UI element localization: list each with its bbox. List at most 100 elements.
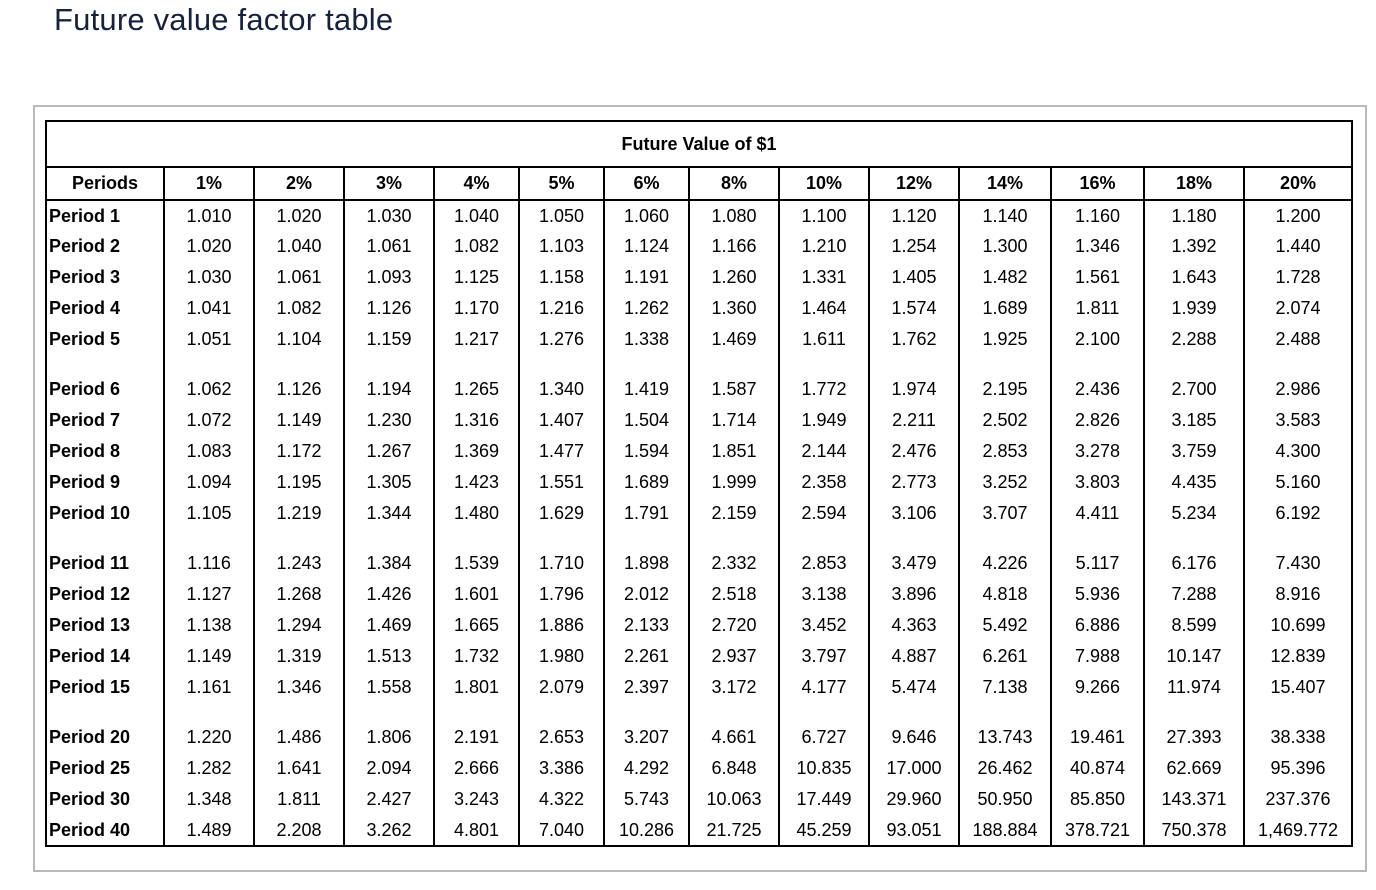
factor-cell: 29.960 bbox=[868, 784, 960, 815]
factor-cell: 1.369 bbox=[433, 436, 520, 467]
factor-cell: 4.411 bbox=[1050, 498, 1145, 529]
factor-cell: 1.974 bbox=[868, 374, 960, 405]
factor-cell: 1.276 bbox=[518, 324, 605, 355]
spacer-cell bbox=[518, 529, 605, 548]
factor-cell: 1.116 bbox=[163, 548, 255, 579]
factor-cell: 7.288 bbox=[1143, 579, 1245, 610]
factor-cell: 2.700 bbox=[1143, 374, 1245, 405]
factor-cell: 1.346 bbox=[1050, 231, 1145, 262]
factor-cell: 1.999 bbox=[688, 467, 780, 498]
factor-cell: 3.803 bbox=[1050, 467, 1145, 498]
factor-cell: 1.020 bbox=[253, 200, 345, 231]
factor-cell: 1.611 bbox=[778, 324, 870, 355]
row-label: Period 15 bbox=[45, 672, 165, 703]
factor-cell: 1.158 bbox=[518, 262, 605, 293]
factor-cell: 1.082 bbox=[433, 231, 520, 262]
factor-cell: 6.176 bbox=[1143, 548, 1245, 579]
factor-cell: 4.661 bbox=[688, 722, 780, 753]
spacer-cell bbox=[163, 529, 255, 548]
row-label: Period 30 bbox=[45, 784, 165, 815]
factor-cell: 2.594 bbox=[778, 498, 870, 529]
row-label: Period 5 bbox=[45, 324, 165, 355]
factor-cell: 2.211 bbox=[868, 405, 960, 436]
factor-cell: 6.886 bbox=[1050, 610, 1145, 641]
row-label: Period 2 bbox=[45, 231, 165, 262]
factor-cell: 62.669 bbox=[1143, 753, 1245, 784]
table-caption: Future Value of $1 bbox=[46, 121, 1352, 168]
factor-cell: 1.558 bbox=[343, 672, 435, 703]
factor-cell: 2.986 bbox=[1243, 374, 1353, 405]
column-header-8pct: 8% bbox=[688, 166, 780, 201]
factor-cell: 2.488 bbox=[1243, 324, 1353, 355]
column-header-5pct: 5% bbox=[518, 166, 605, 201]
factor-cell: 7.040 bbox=[518, 815, 605, 846]
factor-cell: 1.082 bbox=[253, 293, 345, 324]
row-label: Period 13 bbox=[45, 610, 165, 641]
factor-cell: 1.360 bbox=[688, 293, 780, 324]
factor-cell: 1.166 bbox=[688, 231, 780, 262]
factor-cell: 7.988 bbox=[1050, 641, 1145, 672]
factor-cell: 1.504 bbox=[603, 405, 690, 436]
table-row-period-12: Period 12 1.127 1.268 1.426 1.601 1.796 2.012 2… bbox=[45, 579, 1353, 610]
factor-cell: 1.265 bbox=[433, 374, 520, 405]
spacer-cell bbox=[958, 355, 1052, 374]
factor-cell: 26.462 bbox=[958, 753, 1052, 784]
factor-cell: 50.950 bbox=[958, 784, 1052, 815]
factor-cell: 10.063 bbox=[688, 784, 780, 815]
page-title: Future value factor table bbox=[54, 2, 394, 37]
factor-cell: 2.518 bbox=[688, 579, 780, 610]
factor-cell: 1.939 bbox=[1143, 293, 1245, 324]
table-row-period-30: Period 30 1.348 1.811 2.427 3.243 4.322 5.743 1… bbox=[45, 784, 1353, 815]
factor-cell: 2.826 bbox=[1050, 405, 1145, 436]
factor-cell: 17.000 bbox=[868, 753, 960, 784]
factor-cell: 1.126 bbox=[253, 374, 345, 405]
column-header-2pct: 2% bbox=[253, 166, 345, 201]
spacer-cell bbox=[1143, 529, 1245, 548]
factor-cell: 1.083 bbox=[163, 436, 255, 467]
factor-cell: 1.539 bbox=[433, 548, 520, 579]
table-row-period-40: Period 40 1.489 2.208 3.262 4.801 7.040 10.286… bbox=[45, 815, 1353, 846]
factor-cell: 1.305 bbox=[343, 467, 435, 498]
factor-cell: 1.513 bbox=[343, 641, 435, 672]
factor-cell: 2.094 bbox=[343, 753, 435, 784]
factor-cell: 2.358 bbox=[778, 467, 870, 498]
spacer-cell bbox=[253, 703, 345, 722]
factor-cell: 6.261 bbox=[958, 641, 1052, 672]
factor-cell: 1.561 bbox=[1050, 262, 1145, 293]
row-label: Period 20 bbox=[45, 722, 165, 753]
factor-cell: 1.060 bbox=[603, 200, 690, 231]
factor-cell: 2.436 bbox=[1050, 374, 1145, 405]
factor-cell: 1.440 bbox=[1243, 231, 1353, 262]
table-row-period-11: Period 11 1.116 1.243 1.384 1.539 1.710 1.898 2… bbox=[45, 548, 1353, 579]
factor-cell: 1.210 bbox=[778, 231, 870, 262]
factor-cell: 12.839 bbox=[1243, 641, 1353, 672]
factor-cell: 1.254 bbox=[868, 231, 960, 262]
factor-cell: 1.338 bbox=[603, 324, 690, 355]
factor-cell: 143.371 bbox=[1143, 784, 1245, 815]
row-label: Period 10 bbox=[45, 498, 165, 529]
spacer-cell bbox=[518, 703, 605, 722]
factor-cell: 1.316 bbox=[433, 405, 520, 436]
row-label: Period 3 bbox=[45, 262, 165, 293]
factor-cell: 1.120 bbox=[868, 200, 960, 231]
factor-cell: 5.936 bbox=[1050, 579, 1145, 610]
table-row-period-8: Period 8 1.083 1.172 1.267 1.369 1.477 1.594 1.… bbox=[45, 436, 1353, 467]
factor-cell: 1.405 bbox=[868, 262, 960, 293]
factor-cell: 3.479 bbox=[868, 548, 960, 579]
table-header-row: Periods 1% 2% 3% 4% 5% 6% 8% 10% 12% 14% 16% 18% 20% bbox=[45, 166, 1353, 201]
factor-cell: 1.126 bbox=[343, 293, 435, 324]
factor-cell: 1.161 bbox=[163, 672, 255, 703]
factor-cell: 1.260 bbox=[688, 262, 780, 293]
factor-cell: 1.732 bbox=[433, 641, 520, 672]
spacer-cell bbox=[688, 529, 780, 548]
factor-cell: 2.144 bbox=[778, 436, 870, 467]
factor-cell: 1.551 bbox=[518, 467, 605, 498]
factor-cell: 3.243 bbox=[433, 784, 520, 815]
factor-cell: 1.486 bbox=[253, 722, 345, 753]
factor-cell: 2.079 bbox=[518, 672, 605, 703]
factor-cell: 4.322 bbox=[518, 784, 605, 815]
factor-cell: 1.041 bbox=[163, 293, 255, 324]
factor-cell: 11.974 bbox=[1143, 672, 1245, 703]
spacer-cell bbox=[163, 355, 255, 374]
factor-cell: 1.407 bbox=[518, 405, 605, 436]
